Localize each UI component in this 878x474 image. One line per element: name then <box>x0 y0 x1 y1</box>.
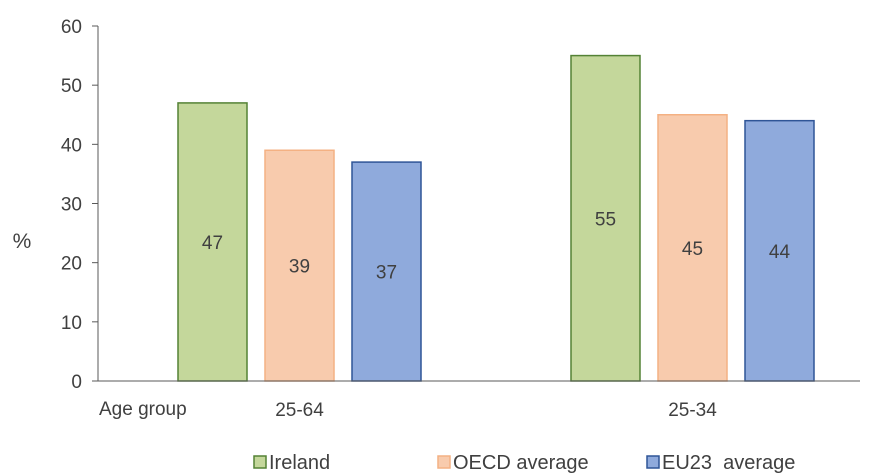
data-label: 55 <box>595 209 616 230</box>
y-tick-label: 30 <box>61 195 82 216</box>
bar <box>264 149 335 382</box>
y-tick-label: 10 <box>61 313 82 334</box>
bar <box>570 54 641 382</box>
bar <box>657 114 728 382</box>
bar <box>177 102 248 382</box>
legend-swatch <box>646 455 660 469</box>
value-labels: 47 39 37 55 45 44 <box>202 209 791 283</box>
bar <box>351 161 422 382</box>
x-tick-label: 25-34 <box>668 400 717 421</box>
data-label: 47 <box>202 233 223 254</box>
legend-label: OECD average <box>453 452 589 474</box>
y-tick-label: 60 <box>61 17 82 38</box>
data-label: 37 <box>376 263 397 284</box>
bar <box>744 119 815 382</box>
data-label: 44 <box>769 242 791 263</box>
x-tick-label: 25-64 <box>275 400 324 421</box>
legend-label: Ireland <box>269 452 330 474</box>
y-tick-label: 20 <box>61 254 82 275</box>
legend-label: EU23 average <box>662 452 795 474</box>
legend-swatch <box>253 455 267 469</box>
x-axis-ticks: 25-64 25-34 <box>275 400 717 421</box>
bars <box>177 54 815 382</box>
y-tick-label: 0 <box>71 372 82 393</box>
y-axis-label: % <box>13 230 32 253</box>
legend: Ireland OECD average EU23 average <box>253 452 795 474</box>
x-axis-label: Age group <box>99 399 187 420</box>
y-axis: 0 10 20 30 40 50 60 <box>61 17 99 393</box>
data-label: 45 <box>682 239 703 260</box>
y-tick-label: 40 <box>61 135 82 156</box>
legend-swatch <box>437 455 451 469</box>
data-label: 39 <box>289 257 310 278</box>
y-tick-label: 50 <box>61 76 82 97</box>
